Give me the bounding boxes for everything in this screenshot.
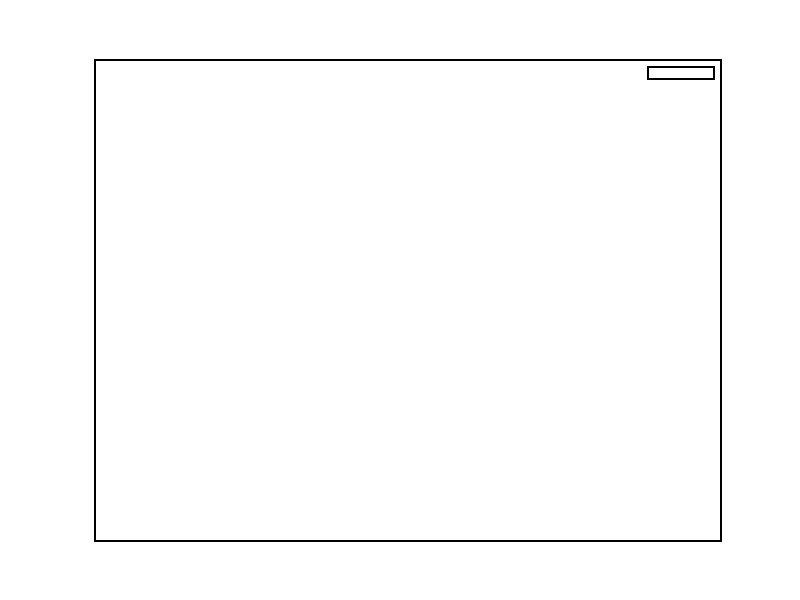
- legend: [647, 66, 715, 80]
- plot-area: [94, 59, 722, 542]
